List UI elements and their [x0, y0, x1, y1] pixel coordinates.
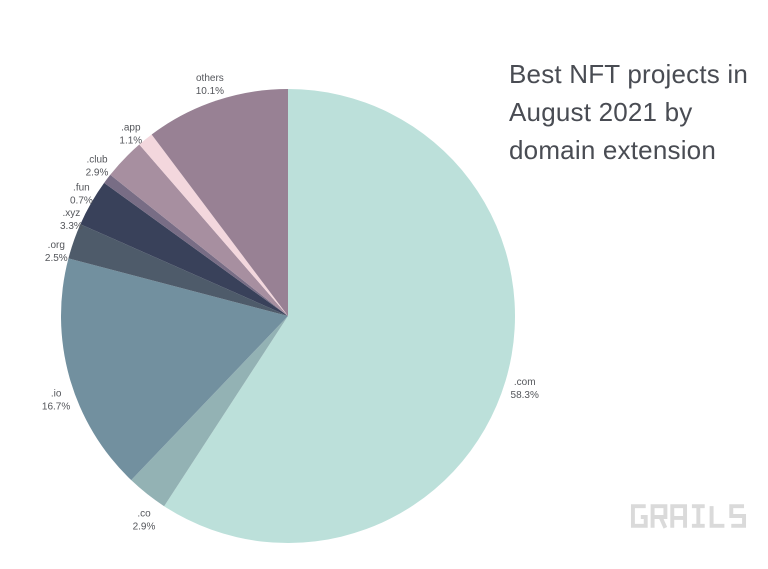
chart-title: Best NFT projects in August 2021 by doma… — [509, 55, 759, 169]
slice-label-xyz: .xyz 3.3% — [60, 208, 83, 232]
slice-label-club: .club 2.9% — [86, 155, 109, 179]
grails-logo: GRAILS — [629, 501, 747, 531]
slice-label-fun: .fun 0.7% — [70, 182, 93, 206]
chart-title-line: Best NFT projects in — [509, 59, 749, 89]
grails-logo-letters — [630, 504, 747, 529]
chart-title-line: domain extension — [509, 135, 716, 165]
pie-slice-com — [164, 89, 516, 544]
pie-slice-fun — [104, 174, 288, 316]
pie-slice-co — [131, 316, 288, 507]
slice-label-com: .com 58.3% — [511, 377, 539, 401]
pie-slice-org — [68, 224, 288, 316]
pie-slice-app — [139, 134, 288, 316]
pie-slice-io — [61, 258, 289, 481]
pie-slice-others — [151, 89, 288, 316]
slice-label-co: .co 2.9% — [133, 508, 156, 532]
slice-label-org: .org 2.5% — [45, 240, 68, 264]
chart-title-line: August 2021 by — [509, 97, 693, 127]
slice-label-app: .app 1.1% — [119, 123, 142, 147]
slice-label-others: others 10.1% — [196, 73, 224, 97]
pie-slice-club — [110, 144, 289, 316]
slice-label-io: .io 16.7% — [42, 389, 70, 413]
pie-slice-xyz — [80, 182, 288, 316]
